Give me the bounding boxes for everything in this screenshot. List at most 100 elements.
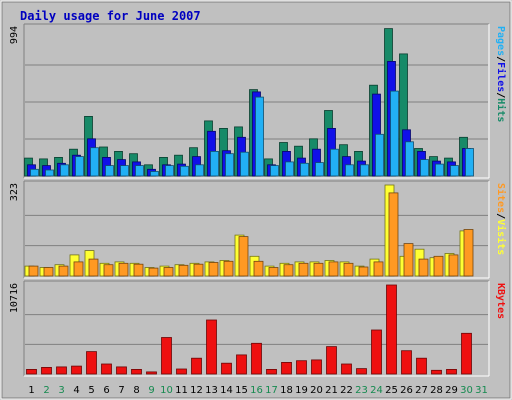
panel-sites_visits: 323 Sites/Visits [9, 180, 507, 279]
bar-kbytes-day-16 [251, 342, 262, 375]
bar-sites-day-8 [133, 263, 144, 277]
x-tick-label-day-29: 29 [445, 385, 458, 396]
bar-sites-day-11 [178, 264, 189, 277]
panel-max-label: 10716 [9, 283, 20, 313]
x-tick-label-day-20: 20 [310, 385, 323, 396]
x-tick-label-day-1: 1 [28, 385, 34, 396]
panel-series-label: Pages/Files/Hits [495, 26, 507, 122]
bar-sites-day-16 [253, 260, 264, 277]
x-tick-label-day-24: 24 [370, 385, 383, 396]
series-label-hits: Hits [495, 98, 507, 122]
bar-sites-day-4 [73, 261, 84, 277]
panel-series-label: KBytes [495, 283, 506, 319]
bar-kbytes-day-27 [416, 357, 427, 375]
bar-kbytes-day-29 [446, 368, 457, 375]
bar-sites-day-6 [103, 264, 114, 277]
x-tick-label-day-19: 19 [295, 385, 308, 396]
bar-sites-day-14 [223, 260, 234, 277]
x-tick-label-day-22: 22 [340, 385, 353, 396]
bar-sites-day-1 [28, 265, 39, 277]
bar-sites-day-17 [268, 267, 279, 277]
bar-sites-day-10 [163, 267, 174, 277]
bar-sites-day-28 [433, 255, 444, 277]
bar-pages-day-3 [60, 164, 69, 177]
x-axis-labels: 1 2 3 4 5 6 7 8 9 10 11 12 13 14 15 16 17 18 19 20 21 22 23 24 2… [28, 385, 488, 396]
x-tick-label-day-26: 26 [400, 385, 413, 396]
bar-kbytes-day-4 [71, 365, 82, 375]
bar-pages-day-27 [420, 159, 429, 177]
bar-kbytes-day-18 [281, 361, 292, 375]
bar-pages-day-8 [135, 165, 144, 177]
bar-sites-day-9 [148, 267, 159, 277]
bar-pages-day-16 [255, 96, 264, 177]
x-tick-label-day-16: 16 [250, 385, 263, 396]
bar-sites-day-25 [388, 192, 399, 277]
x-tick-label-day-3: 3 [58, 385, 64, 396]
x-tick-label-day-31: 31 [475, 385, 488, 396]
x-tick-label-day-9: 9 [148, 385, 154, 396]
bar-kbytes-day-17 [266, 368, 277, 375]
bar-kbytes-day-10 [161, 337, 172, 375]
x-tick-label-day-15: 15 [235, 385, 248, 396]
bar-sites-day-22 [343, 262, 354, 277]
x-tick-label-day-4: 4 [73, 385, 79, 396]
bar-kbytes-day-5 [86, 351, 97, 375]
bar-kbytes-day-23 [356, 368, 367, 375]
bar-pages-day-29 [450, 165, 459, 177]
bar-pages-day-10 [165, 165, 174, 177]
bar-sites-day-29 [448, 254, 459, 277]
bar-sites-day-5 [88, 258, 99, 277]
panel-hits_files_pages: 994 Pages/Files/Hits [9, 23, 507, 179]
series-label-separator: / [495, 56, 506, 62]
bar-sites-day-23 [358, 266, 369, 277]
bar-kbytes-day-7 [116, 366, 127, 375]
bar-sites-day-13 [208, 262, 219, 277]
bar-kbytes-day-12 [191, 357, 202, 375]
series-label-separator: / [495, 213, 506, 219]
series-label-separator: / [495, 92, 506, 98]
bar-pages-day-17 [270, 165, 279, 177]
bar-sites-day-18 [283, 264, 294, 277]
bar-kbytes-day-21 [326, 346, 337, 375]
bar-pages-day-14 [225, 153, 234, 177]
x-tick-label-day-18: 18 [280, 385, 293, 396]
bar-kbytes-day-8 [131, 368, 142, 375]
bar-kbytes-day-2 [41, 366, 52, 375]
bar-kbytes-day-11 [176, 368, 187, 375]
bar-pages-day-30 [465, 148, 474, 177]
series-label-kbytes: KBytes [495, 283, 506, 319]
bar-kbytes-day-3 [56, 366, 67, 375]
x-tick-label-day-2: 2 [43, 385, 49, 396]
bar-kbytes-day-14 [221, 362, 232, 375]
bar-pages-day-26 [405, 141, 414, 177]
bar-sites-day-30 [463, 229, 474, 277]
bar-pages-day-13 [210, 150, 219, 177]
bar-sites-day-27 [418, 258, 429, 277]
bar-pages-day-23 [360, 164, 369, 177]
bar-kbytes-day-25 [386, 284, 397, 375]
bar-sites-day-20 [313, 262, 324, 277]
bar-kbytes-day-24 [371, 329, 382, 375]
x-tick-label-day-11: 11 [175, 385, 188, 396]
bar-pages-day-7 [120, 165, 129, 177]
bar-pages-day-12 [195, 164, 204, 177]
bar-kbytes-day-30 [461, 332, 472, 375]
x-tick-label-day-10: 10 [160, 385, 173, 396]
x-tick-label-day-5: 5 [88, 385, 94, 396]
panel-series-label: Sites/Visits [495, 183, 507, 255]
x-tick-label-day-28: 28 [430, 385, 443, 396]
bar-sites-day-3 [58, 265, 69, 277]
series-label-files: Files [495, 62, 507, 92]
bar-kbytes-day-20 [311, 359, 322, 375]
bar-pages-day-21 [330, 148, 339, 177]
bar-sites-day-19 [298, 262, 309, 277]
bar-sites-day-12 [193, 263, 204, 277]
x-tick-label-day-13: 13 [205, 385, 218, 396]
bar-pages-day-18 [285, 161, 294, 177]
x-tick-label-day-7: 7 [118, 385, 124, 396]
bar-kbytes-day-15 [236, 354, 247, 375]
